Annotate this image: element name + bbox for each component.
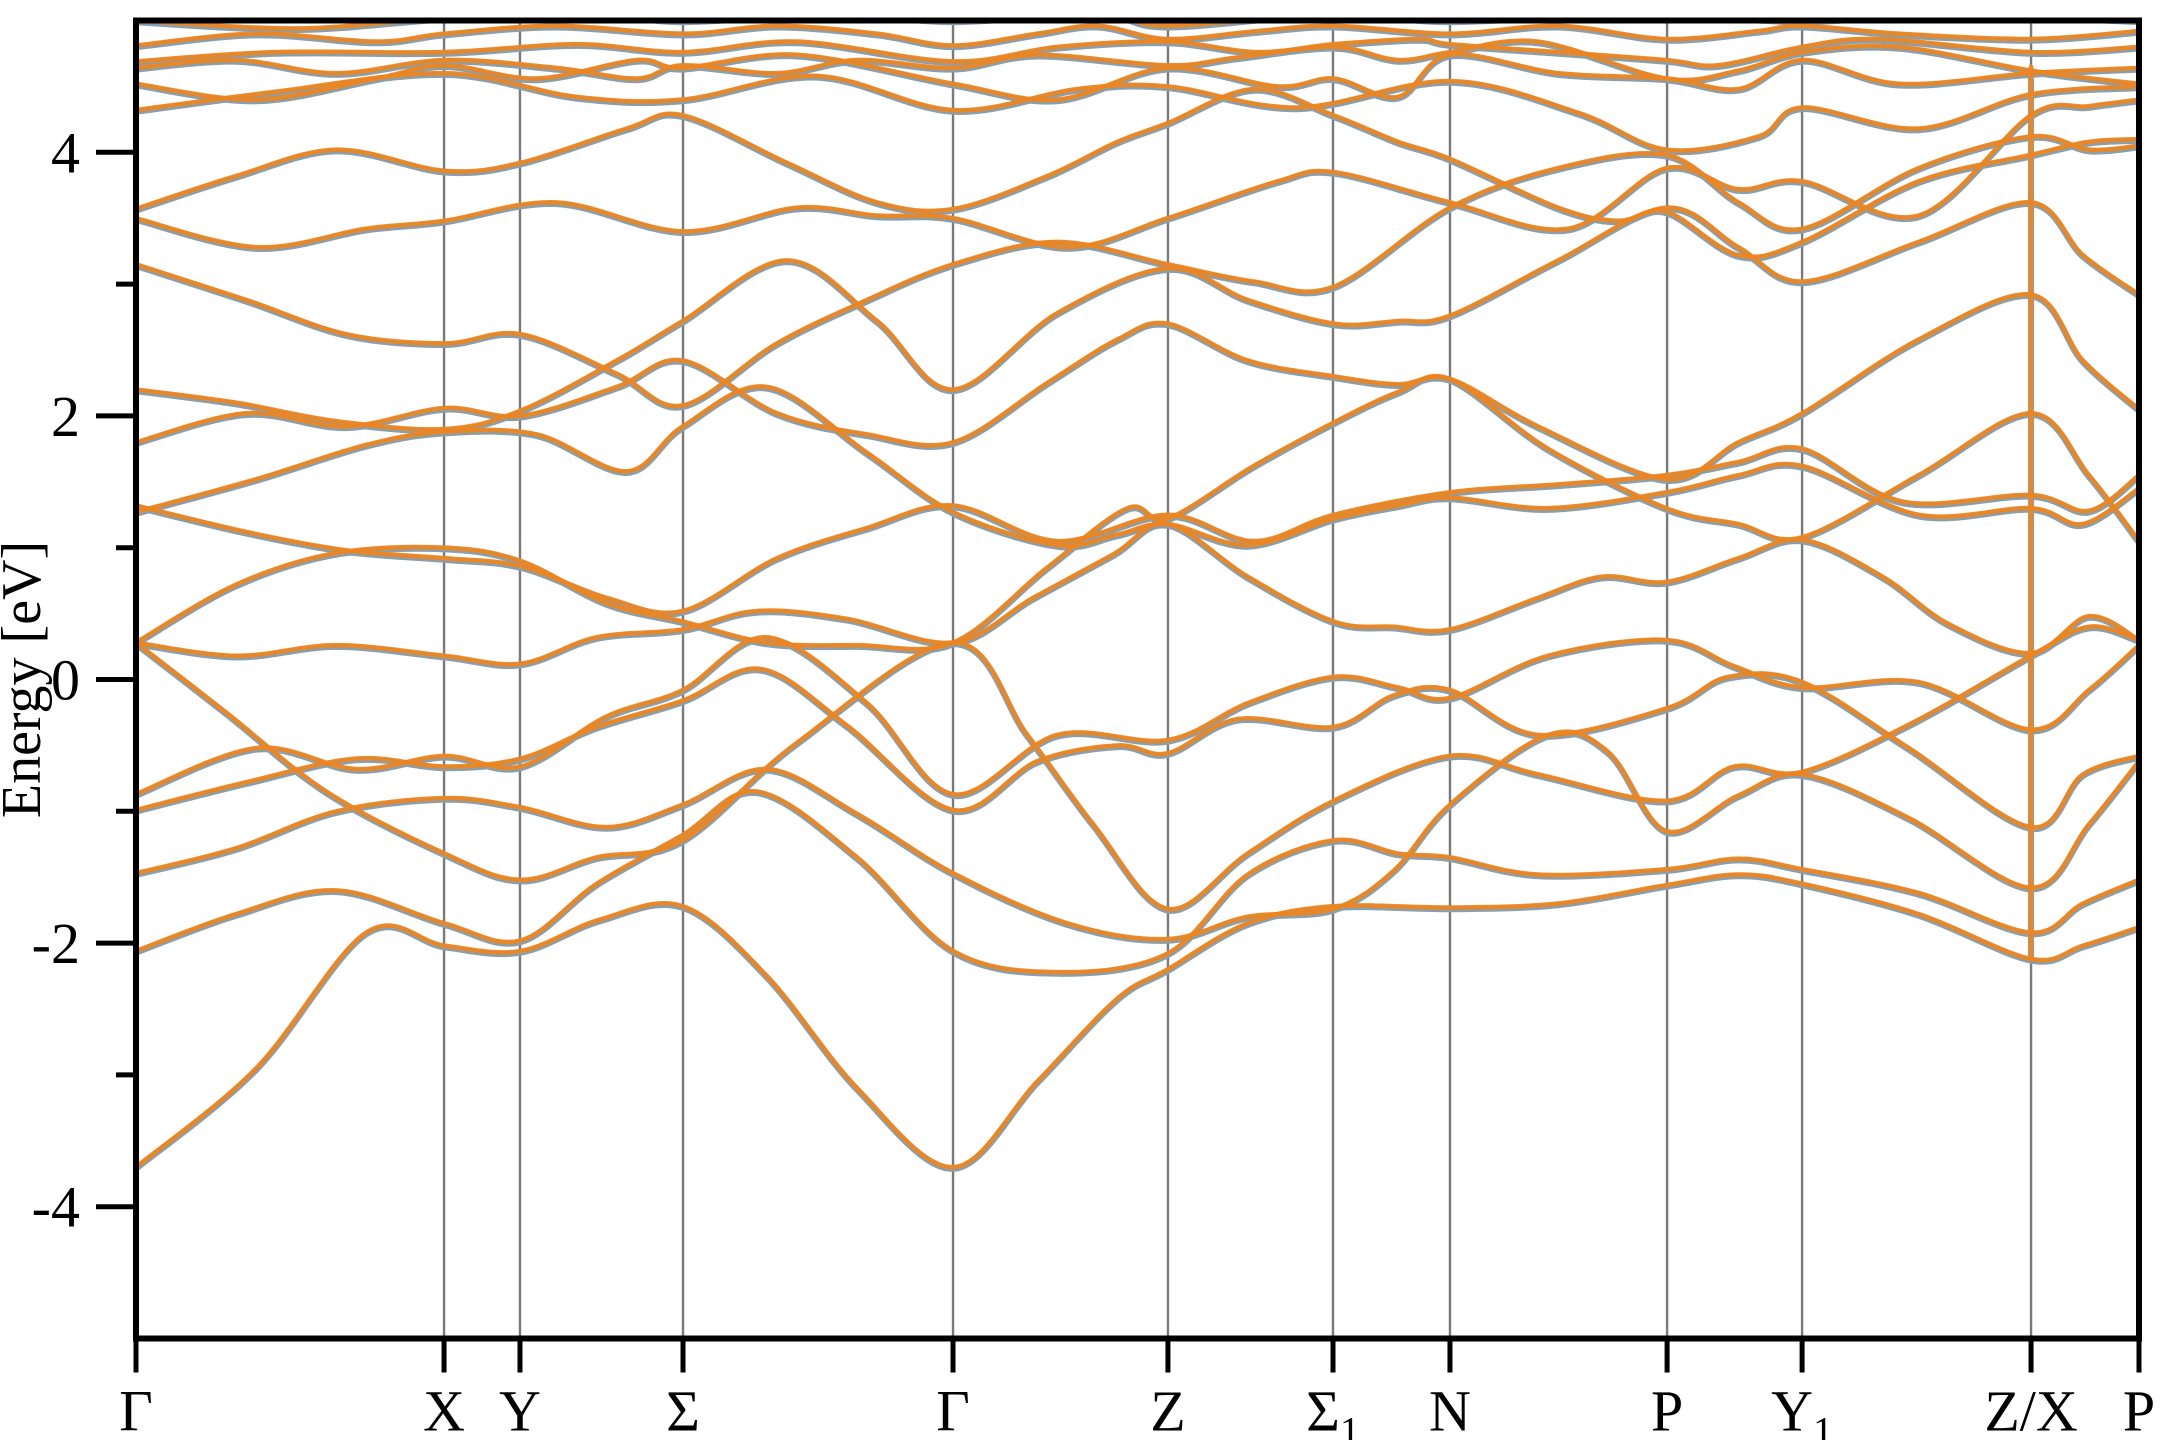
band-line xyxy=(136,521,2139,667)
band-line xyxy=(136,51,2139,103)
band-line xyxy=(136,86,2139,260)
band-line xyxy=(136,36,2139,69)
y-tick-labels: -4 -2 0 2 4 xyxy=(32,120,80,1239)
band-line xyxy=(136,23,2139,48)
band-line xyxy=(136,384,2139,549)
y-tick-label: -2 xyxy=(32,911,80,976)
band-line xyxy=(136,634,2139,797)
y-tick-label: -4 xyxy=(32,1175,80,1240)
band-line xyxy=(136,97,2139,250)
band-line xyxy=(136,373,2139,652)
band-line xyxy=(136,872,2139,1170)
kpoint-label: Γ xyxy=(936,1379,970,1440)
y-axis-title: Energy [eV] xyxy=(0,541,53,818)
kpoint-label: P xyxy=(2123,1379,2155,1440)
y-tick-label: 0 xyxy=(51,648,80,713)
y-tick-label: 4 xyxy=(51,120,80,185)
kpoint-label: Σ1 xyxy=(1306,1379,1360,1440)
band-line xyxy=(136,729,2139,942)
kpoint-label: Y xyxy=(499,1379,541,1440)
band-line xyxy=(136,624,2139,912)
band-line xyxy=(136,292,2139,482)
band-line xyxy=(136,38,2139,87)
band-line xyxy=(136,789,2139,975)
ticks-layer xyxy=(96,149,2142,1373)
kpoint-label: Y1 xyxy=(1771,1379,1833,1440)
band-line xyxy=(136,133,2139,409)
x-tick-labels: Γ X Y Σ Γ Z Σ1 N P Y1 Z/X P xyxy=(119,1379,2155,1440)
band-line xyxy=(136,70,2139,153)
kpoint-label: Z/X xyxy=(1984,1379,2077,1440)
y-tick-label: 2 xyxy=(51,384,80,449)
kpoint-label: Γ xyxy=(119,1379,153,1440)
kpoint-label: P xyxy=(1651,1379,1683,1440)
band-line xyxy=(136,445,2139,616)
bands-layer xyxy=(136,20,2139,1170)
kpoint-label: N xyxy=(1429,1379,1471,1440)
kpoint-label: Z xyxy=(1150,1379,1185,1440)
kpoint-label: X xyxy=(423,1379,465,1440)
kpoint-label: Σ xyxy=(666,1379,700,1440)
